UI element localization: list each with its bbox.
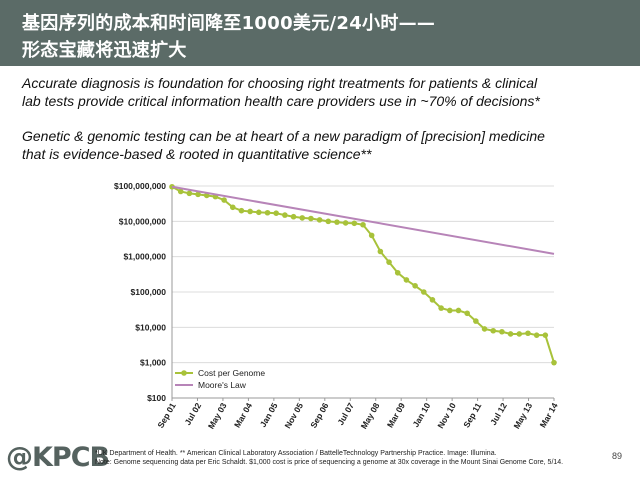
paragraph-line: lab tests provide critical information h… — [22, 93, 540, 109]
cost-per-genome-point — [525, 330, 531, 337]
paragraph-line: Genetic & genomic testing can be at hear… — [22, 128, 545, 144]
cost-per-genome-point — [273, 210, 279, 216]
chart-legend: Cost per Genome Moore's Law — [175, 368, 265, 390]
paragraph-line: Accurate diagnosis is foundation for cho… — [22, 75, 538, 91]
x-axis-ticks: Sep 01 Jul 02 May 03 Mar 04 Jan 05 Nov 05 Sep … — [155, 398, 560, 431]
footnote-note: Note: Genome sequencing data per Eric Sc… — [95, 459, 564, 466]
kpcb-logo: @KPCB — [6, 442, 110, 473]
x-tick-label: Mar 09 — [385, 401, 407, 430]
chart-axes — [171, 186, 554, 399]
x-tick-label: Mar 04 — [232, 401, 254, 430]
cost-per-genome-point — [438, 305, 444, 311]
cost-per-genome-point — [256, 209, 262, 216]
x-tick-label: Sep 06 — [308, 401, 330, 430]
y-tick-label: $100,000 — [131, 287, 167, 297]
cost-per-genome-point — [334, 219, 340, 225]
cost-per-genome-point — [221, 197, 227, 203]
cost-per-genome-point — [420, 289, 427, 295]
x-tick-label: Nov 05 — [282, 401, 305, 430]
y-tick-label: $10,000,000 — [119, 216, 167, 226]
paragraph-diagnosis: Accurate diagnosis is foundation for cho… — [22, 74, 622, 110]
cost-per-genome-point — [473, 318, 479, 324]
cost-per-genome-point — [247, 208, 253, 215]
cost-per-genome-point — [351, 220, 358, 227]
x-tick-label: Jul 02 — [182, 401, 203, 427]
cost-per-genome-point — [533, 332, 540, 338]
cost-per-genome-point — [186, 190, 193, 197]
cost-per-genome-point — [386, 259, 392, 265]
cost-per-genome-point — [229, 204, 236, 211]
legend-label: Moore's Law — [198, 380, 247, 390]
cost-per-genome-point — [455, 307, 462, 314]
cost-per-genome-point — [316, 217, 323, 223]
y-tick-label: $1,000,000 — [123, 252, 166, 262]
cost-per-genome-point — [368, 232, 375, 239]
paragraph-line: that is evidence-based & rooted in quant… — [22, 146, 372, 162]
x-tick-label: Jul 07 — [335, 401, 356, 427]
cost-per-genome-point — [490, 327, 497, 334]
x-tick-label: Sep 01 — [155, 401, 177, 430]
page-title-line2: 形态宝藏将迅速扩大 — [22, 40, 187, 61]
x-tick-label: May 03 — [206, 401, 229, 431]
cost-per-genome-point — [516, 331, 523, 337]
y-tick-label: $1,000 — [140, 358, 166, 368]
y-tick-label: $10,000 — [135, 322, 166, 332]
cost-per-genome-point — [464, 310, 470, 317]
cost-per-genome-point — [507, 331, 514, 337]
cost-per-genome-point — [429, 297, 436, 303]
cost-per-genome-point — [412, 282, 418, 289]
cost-per-genome-point — [499, 328, 505, 335]
cost-per-genome-point — [282, 212, 288, 218]
x-tick-label: Nov 10 — [435, 401, 458, 430]
cost-per-genome-point — [360, 221, 366, 228]
cost-per-genome-point — [195, 191, 201, 198]
y-axis-ticks: $100 $1,000 $10,000 $100,000 $1,000,000 $10,0… — [114, 181, 166, 403]
paragraph-genomic-testing: Genetic & genomic testing can be at hear… — [22, 127, 622, 163]
x-tick-label: Mar 14 — [538, 401, 560, 430]
legend-marker-cost-per-genome — [181, 370, 187, 376]
page-number: 89 — [612, 451, 623, 461]
legend-label: Cost per Genome — [198, 368, 265, 378]
cost-per-genome-point — [447, 307, 453, 314]
cost-per-genome-point — [238, 207, 245, 214]
x-tick-label: May 08 — [359, 401, 382, 431]
cost-per-genome-point — [308, 215, 314, 222]
x-tick-label: May 13 — [511, 401, 534, 431]
x-tick-label: Jul 12 — [488, 401, 509, 427]
x-tick-label: Jan 10 — [411, 401, 433, 429]
cost-per-genome-point — [290, 213, 297, 220]
cost-per-genome-point — [325, 218, 332, 225]
cost-per-genome-point — [177, 188, 184, 195]
cost-per-genome-point — [394, 269, 401, 276]
cost-per-genome-point — [342, 220, 349, 226]
cost-per-genome-point — [299, 215, 306, 221]
chart-gridlines — [172, 185, 554, 399]
page-title-line1: 基因序列的成本和时间降至1000美元/24小时—— — [22, 13, 436, 34]
x-tick-label: Jan 05 — [258, 401, 280, 429]
y-tick-label: $100,000,000 — [114, 181, 166, 191]
cost-per-genome-point — [551, 359, 557, 366]
cost-per-genome-point — [377, 248, 384, 255]
cost-per-genome-point — [403, 277, 410, 283]
cost-per-genome-point — [542, 332, 549, 338]
cost-per-genome-point — [264, 209, 271, 216]
chart-series — [169, 183, 557, 366]
y-tick-label: $100 — [147, 393, 166, 403]
footnote-sources: *UK Department of Health. ** American Cl… — [95, 450, 497, 457]
x-tick-label: Sep 11 — [461, 401, 483, 430]
cost-per-genome-line — [171, 185, 555, 363]
moore-s-law-line — [171, 185, 555, 255]
title-bar: 基因序列的成本和时间降至1000美元/24小时—— 形态宝藏将迅速扩大 — [0, 0, 640, 66]
cost-per-genome-point — [481, 326, 488, 332]
